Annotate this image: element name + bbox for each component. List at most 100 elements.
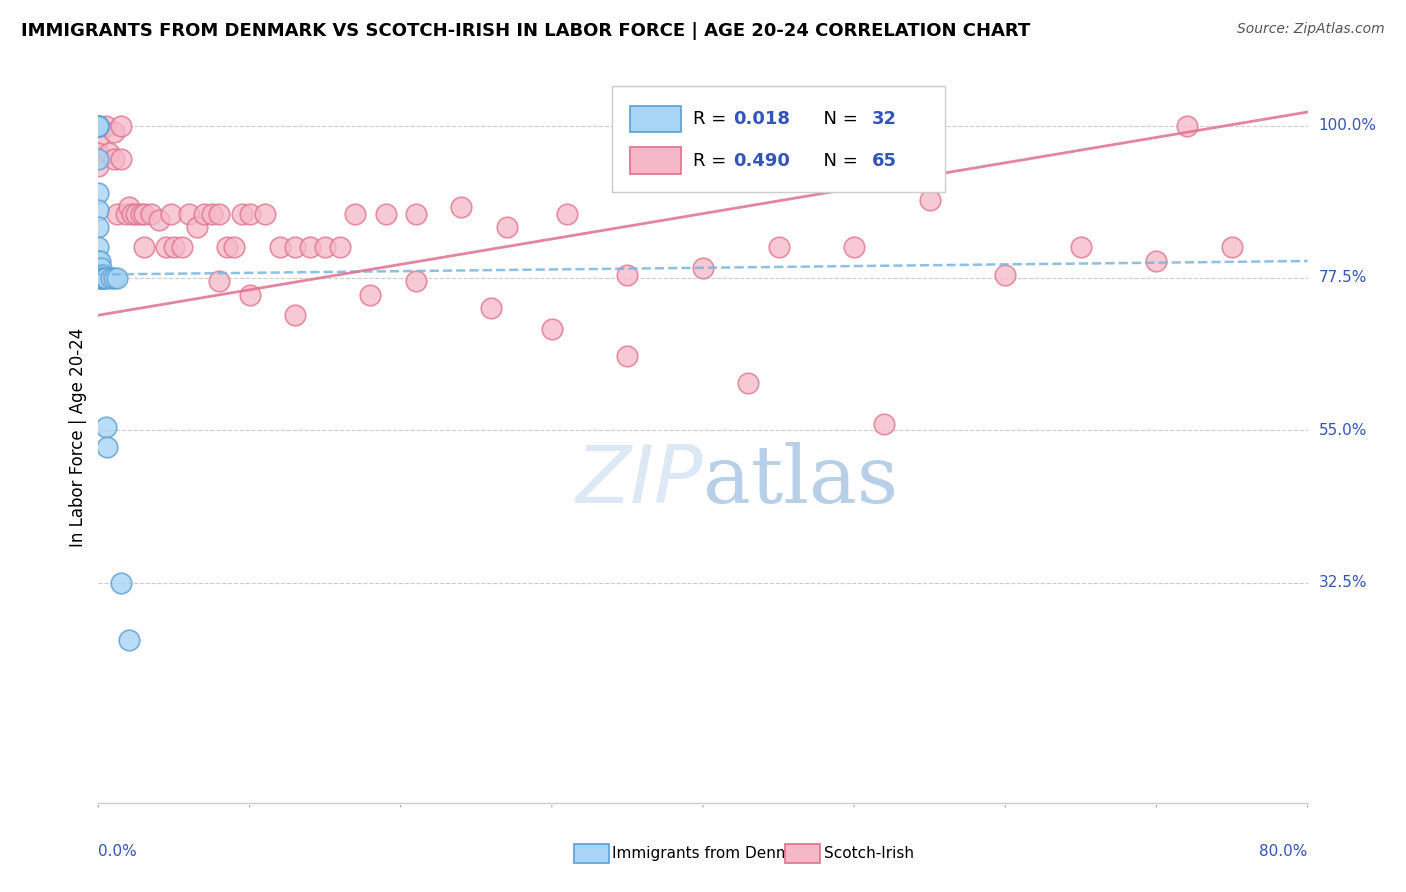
Point <box>692 260 714 275</box>
Point <box>87 119 110 133</box>
Point <box>344 206 367 220</box>
Text: IMMIGRANTS FROM DENMARK VS SCOTCH-IRISH IN LABOR FORCE | AGE 20-24 CORRELATION C: IMMIGRANTS FROM DENMARK VS SCOTCH-IRISH … <box>21 22 1031 40</box>
Point <box>239 288 262 302</box>
Point <box>555 206 578 220</box>
Point <box>94 420 117 434</box>
Text: R =: R = <box>693 110 733 128</box>
Point <box>110 153 132 167</box>
Point <box>87 203 110 218</box>
Point <box>450 200 472 214</box>
FancyBboxPatch shape <box>613 86 945 192</box>
Point <box>374 206 396 220</box>
Point <box>118 200 141 214</box>
FancyBboxPatch shape <box>630 147 682 174</box>
Text: 77.5%: 77.5% <box>1319 270 1367 285</box>
Point <box>89 254 111 268</box>
Point <box>329 240 352 254</box>
Point <box>91 271 114 285</box>
Point <box>96 440 118 454</box>
Point <box>160 206 183 220</box>
Point <box>87 119 110 133</box>
Point <box>360 288 382 302</box>
Point <box>100 271 122 285</box>
Point <box>87 153 110 167</box>
Point <box>94 119 117 133</box>
Point <box>103 125 125 139</box>
FancyBboxPatch shape <box>630 106 682 132</box>
Point <box>208 206 231 220</box>
Point <box>87 220 110 235</box>
Point <box>87 159 110 173</box>
Point <box>105 206 128 220</box>
Point <box>132 206 155 220</box>
Point <box>103 153 125 167</box>
Point <box>87 119 110 133</box>
Point <box>148 213 170 227</box>
Point <box>87 132 110 146</box>
Point <box>405 274 427 288</box>
Point <box>89 268 111 282</box>
Point <box>269 240 291 254</box>
Point <box>87 186 110 201</box>
Point <box>208 274 231 288</box>
Point <box>616 349 638 363</box>
Text: R =: R = <box>693 152 733 169</box>
Point <box>239 206 262 220</box>
Point <box>253 206 276 220</box>
Text: ZIP: ZIP <box>575 442 703 520</box>
Point <box>994 268 1017 282</box>
Text: 32: 32 <box>872 110 897 128</box>
Point <box>87 268 110 282</box>
Point <box>98 145 121 160</box>
Text: 80.0%: 80.0% <box>1260 845 1308 860</box>
Point <box>141 206 163 220</box>
Point <box>114 206 136 220</box>
Y-axis label: In Labor Force | Age 20-24: In Labor Force | Age 20-24 <box>69 327 87 547</box>
Point <box>231 206 253 220</box>
Point <box>90 260 112 275</box>
Text: 65: 65 <box>872 152 897 169</box>
Text: Immigrants from Denmark: Immigrants from Denmark <box>613 846 815 861</box>
Point <box>87 240 110 254</box>
Point <box>91 271 114 285</box>
Point <box>87 119 110 133</box>
Point <box>193 206 215 220</box>
Point <box>89 271 111 285</box>
Point <box>110 119 132 133</box>
Point <box>284 240 307 254</box>
Text: 0.018: 0.018 <box>734 110 790 128</box>
Point <box>215 240 238 254</box>
Point <box>89 271 111 285</box>
Point <box>155 240 177 254</box>
Point <box>87 145 110 160</box>
Point <box>90 271 112 285</box>
Point <box>94 271 117 285</box>
Point <box>87 254 110 268</box>
Text: 0.0%: 0.0% <box>98 845 138 860</box>
Point <box>224 240 246 254</box>
Point <box>110 575 132 590</box>
Point <box>179 206 201 220</box>
Point <box>132 240 155 254</box>
Point <box>105 271 128 285</box>
Point <box>540 322 562 336</box>
Point <box>299 240 322 254</box>
Point <box>91 268 114 282</box>
Point <box>918 193 941 207</box>
Text: 55.0%: 55.0% <box>1319 423 1367 438</box>
Point <box>170 240 193 254</box>
Point <box>87 119 110 133</box>
Point <box>125 206 148 220</box>
Point <box>1175 119 1198 133</box>
Point <box>1220 240 1243 254</box>
Point <box>186 220 208 235</box>
Text: 32.5%: 32.5% <box>1319 575 1367 591</box>
Point <box>314 240 336 254</box>
Point <box>103 271 125 285</box>
Point <box>201 206 224 220</box>
Text: N =: N = <box>811 152 863 169</box>
Point <box>844 240 866 254</box>
Point <box>87 119 110 133</box>
FancyBboxPatch shape <box>785 844 820 863</box>
Point <box>873 417 896 431</box>
